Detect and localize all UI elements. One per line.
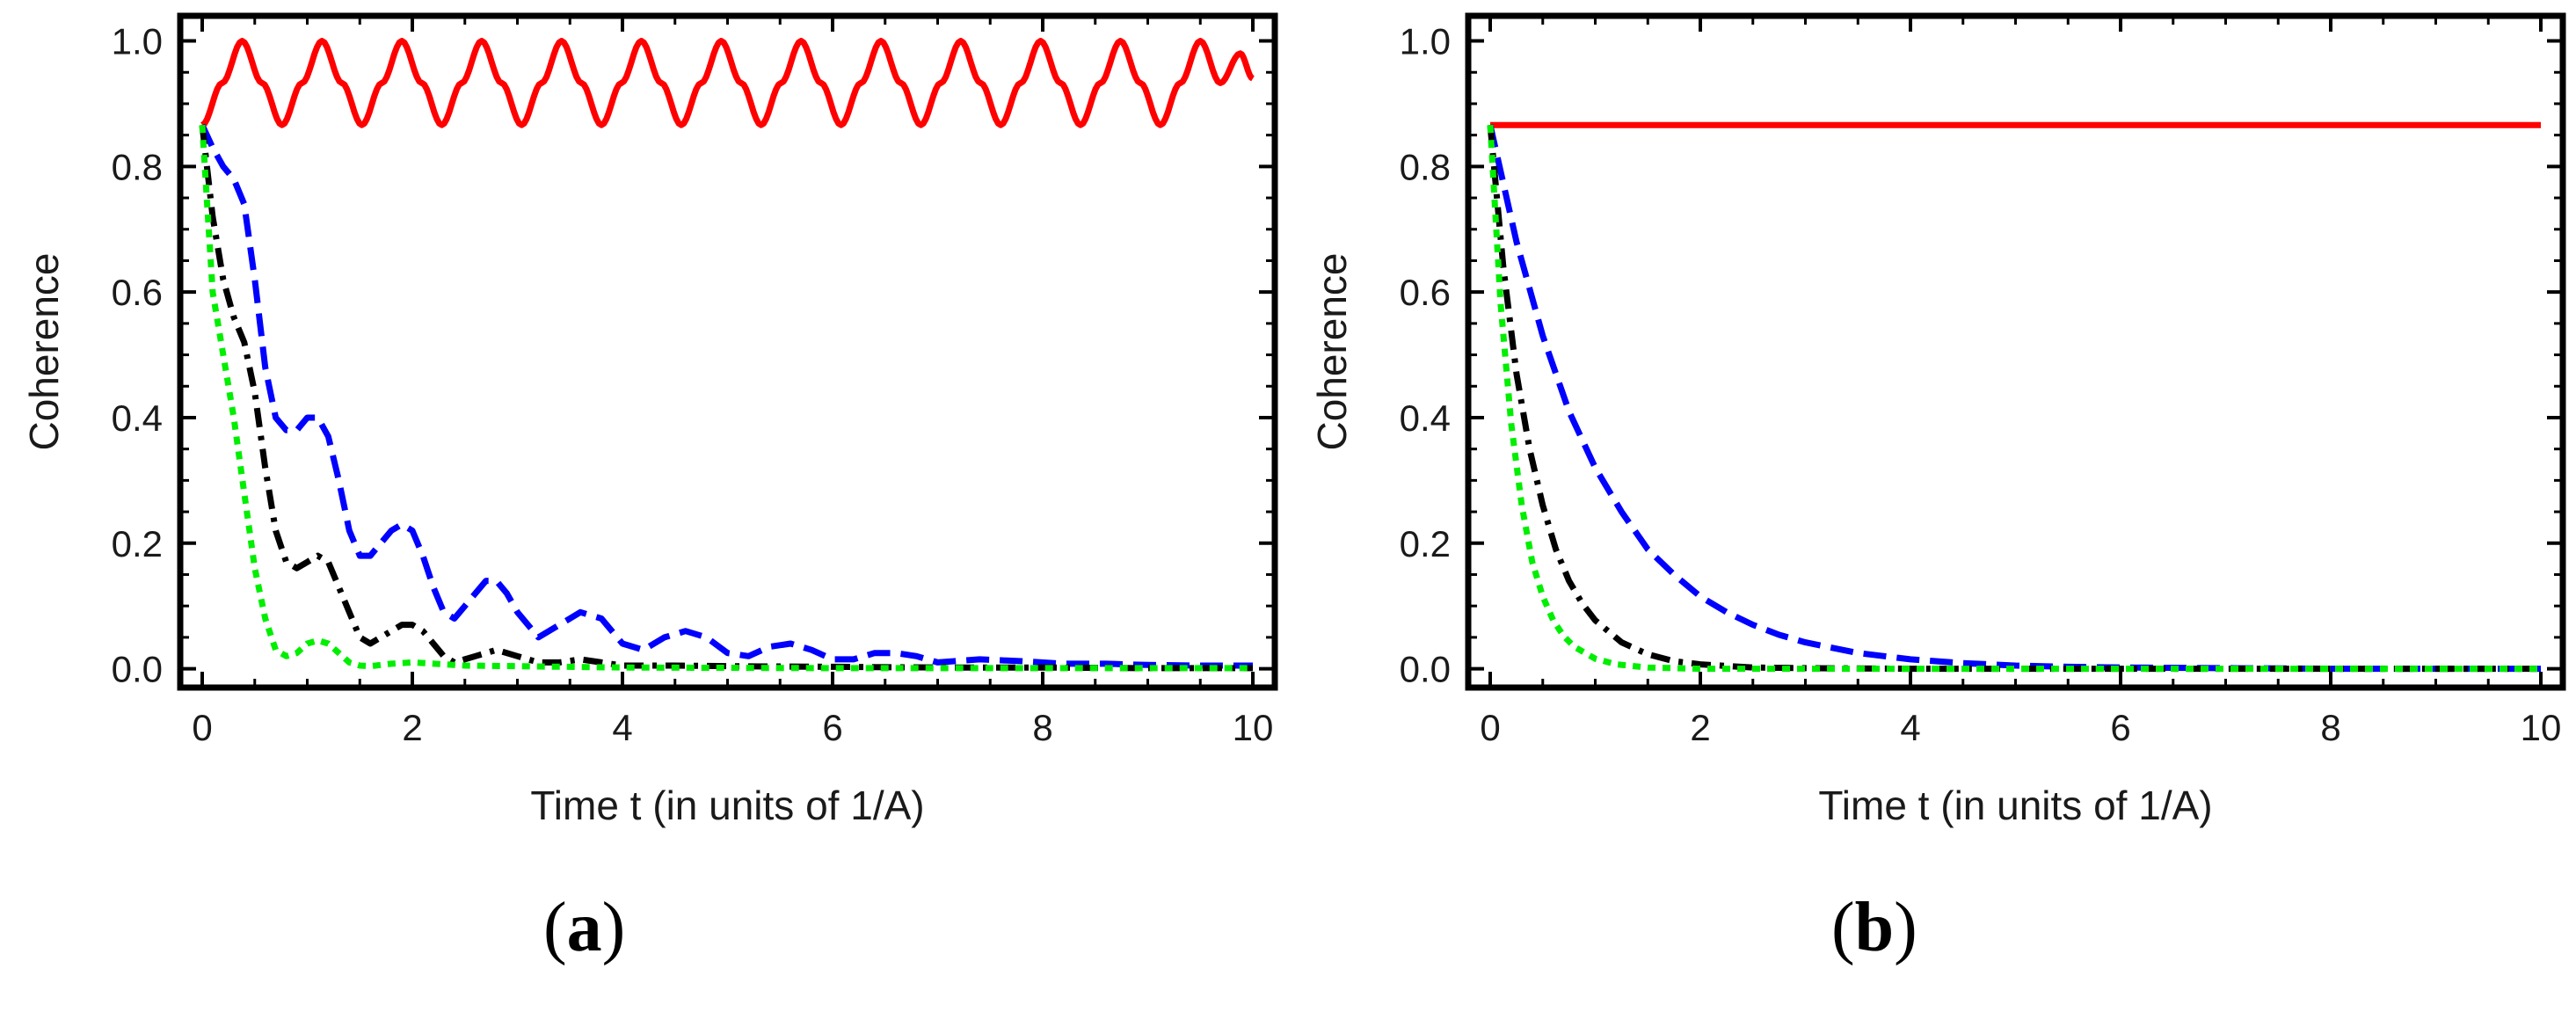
y-tick-label: 0.8 [112, 146, 163, 187]
panel-label-a-text: a [566, 889, 602, 966]
y-tick-label: 0.0 [112, 649, 163, 690]
plot-frame [177, 12, 1278, 691]
y-tick-label: 0.0 [1400, 649, 1451, 690]
series-blue-dashed [1487, 124, 2541, 673]
y-tick-label: 1.0 [1400, 21, 1451, 62]
y-axis-label: Coherence [21, 252, 67, 450]
x-tick-label: 4 [612, 707, 632, 748]
y-tick-label: 0.2 [1400, 523, 1451, 564]
y-tick-label: 1.0 [112, 21, 163, 62]
x-axis-label: Time t (in units of 1/A) [1818, 783, 2212, 828]
plot-frame [1465, 12, 2566, 691]
x-tick-label: 8 [1032, 707, 1052, 748]
y-tick-label: 0.8 [1400, 146, 1451, 187]
series-black-dashdot [1487, 124, 2541, 673]
series-green-dotted [1487, 124, 2541, 673]
x-tick-label: 2 [402, 707, 422, 748]
x-tick-label: 0 [1480, 707, 1500, 748]
x-tick-label: 8 [2320, 707, 2340, 748]
y-tick-label: 0.2 [112, 523, 163, 564]
x-tick-label: 6 [2110, 707, 2130, 748]
y-tick-label: 0.4 [112, 397, 163, 439]
y-tick-label: 0.6 [1400, 272, 1451, 313]
x-tick-label: 10 [1233, 707, 1274, 748]
y-tick-label: 0.6 [112, 272, 163, 313]
series-black-dashdot [199, 124, 1253, 672]
x-tick-label: 4 [1900, 707, 1920, 748]
panel-label-b-text: b [1854, 889, 1895, 966]
series-blue-dashed [199, 123, 1253, 669]
x-tick-label: 10 [2521, 707, 2562, 748]
chart-panel-b: 0 2 4 6 8 10 0.0 0.2 0.4 0.6 0.8 1.0 Time t (in unit… [1309, 12, 2566, 828]
panel-label-b: (b) [1831, 889, 1917, 966]
x-tick-label: 0 [192, 707, 212, 748]
chart-panel-a: 0 2 4 6 8 10 0.0 0.2 0.4 0.6 0.8 1.0 Time t (in unit… [21, 12, 1278, 828]
y-axis-label: Coherence [1309, 252, 1355, 450]
x-tick-label: 6 [822, 707, 842, 748]
panel-label-a: (a) [543, 889, 626, 966]
x-tick-label: 2 [1690, 707, 1710, 748]
x-axis-label: Time t (in units of 1/A) [530, 783, 924, 828]
y-tick-label: 0.4 [1400, 397, 1451, 439]
series-green-dotted [199, 124, 1253, 672]
series-red-solid [200, 38, 1255, 128]
